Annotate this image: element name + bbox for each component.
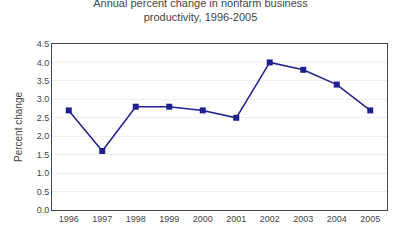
svg-text:2002: 2002	[260, 214, 280, 224]
svg-text:1998: 1998	[126, 214, 146, 224]
svg-text:2000: 2000	[193, 214, 213, 224]
svg-text:2004: 2004	[327, 214, 347, 224]
svg-text:3.0: 3.0	[37, 94, 50, 104]
svg-text:2005: 2005	[360, 214, 380, 224]
svg-text:2001: 2001	[226, 214, 246, 224]
svg-text:2003: 2003	[293, 214, 313, 224]
svg-text:1997: 1997	[92, 214, 112, 224]
svg-text:4.5: 4.5	[37, 39, 50, 49]
svg-text:1.0: 1.0	[37, 168, 50, 178]
svg-text:1999: 1999	[159, 214, 179, 224]
svg-text:1.5: 1.5	[37, 150, 50, 160]
svg-text:2.0: 2.0	[37, 131, 50, 141]
svg-text:4.0: 4.0	[37, 58, 50, 68]
svg-text:0.5: 0.5	[37, 187, 50, 197]
svg-text:2.5: 2.5	[37, 113, 50, 123]
svg-text:1996: 1996	[59, 214, 79, 224]
svg-text:Annual percent change in nonfa: Annual percent change in nonfarm busines…	[93, 0, 308, 23]
svg-text:3.5: 3.5	[37, 76, 50, 86]
svg-text:Percent change: Percent change	[13, 92, 24, 162]
svg-text:0.0: 0.0	[37, 205, 50, 215]
